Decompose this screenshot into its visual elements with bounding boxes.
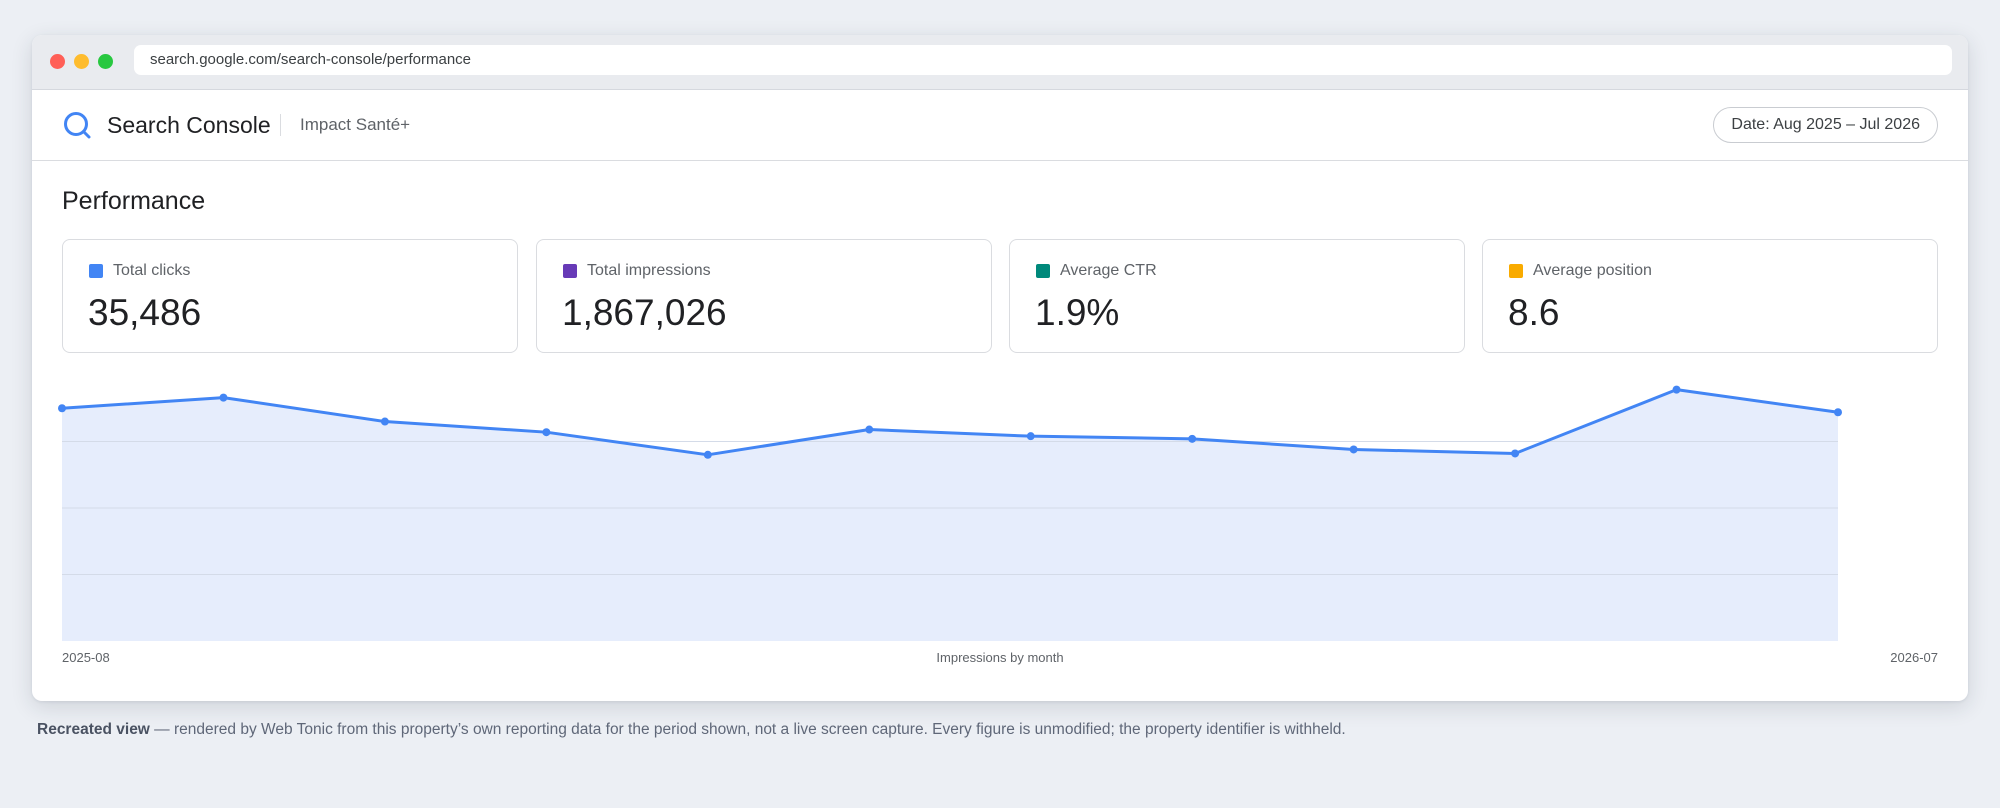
chart-point-2026-02 <box>1026 432 1035 441</box>
app-name: Search Console <box>107 112 271 138</box>
metric-value: 35,486 <box>88 292 202 333</box>
chart-point-2026-06 <box>1672 385 1681 394</box>
date-range-button[interactable]: Date: Aug 2025 – Jul 2026 <box>1713 107 1938 143</box>
search-console-logo-icon <box>64 112 91 139</box>
x-axis-start-label: 2025-08 <box>62 650 110 665</box>
metric-card-total-clicks[interactable]: Total clicks 35,486 <box>62 239 518 353</box>
chart-point-2026-04 <box>1349 445 1358 454</box>
chart-area-fill <box>62 389 1838 641</box>
metric-label: Average position <box>1533 262 1652 279</box>
footer-caption: Recreated view — rendered by Web Tonic f… <box>37 719 1346 741</box>
metric-label: Average CTR <box>1060 262 1157 279</box>
metric-label: Total impressions <box>587 262 711 279</box>
chart-point-2026-07 <box>1834 408 1842 417</box>
metric-value: 1,867,026 <box>562 292 727 333</box>
caption-text: — rendered by Web Tonic from this proper… <box>149 721 1346 738</box>
metric-value: 8.6 <box>1508 292 1560 333</box>
browser-toolbar: search.google.com/search-console/perform… <box>32 35 1968 90</box>
page-title: Performance <box>62 187 206 215</box>
minimize-window-button[interactable] <box>74 54 89 69</box>
metric-card-total-impressions[interactable]: Total impressions 1,867,026 <box>536 239 992 353</box>
metric-value: 1.9% <box>1035 292 1120 333</box>
chart-point-2026-01 <box>865 425 874 434</box>
metric-card-average-position[interactable]: Average position 8.6 <box>1482 239 1938 353</box>
metric-card-average-ctr[interactable]: Average CTR 1.9% <box>1009 239 1465 353</box>
metric-color-swatch <box>1509 264 1523 278</box>
chart-point-2026-03 <box>1188 434 1197 443</box>
browser-window: search.google.com/search-console/perform… <box>32 35 1968 701</box>
header-divider <box>280 114 281 136</box>
chart-point-2025-08 <box>58 404 66 413</box>
chart-point-2025-11 <box>542 428 551 437</box>
chart-point-2025-10 <box>380 417 389 426</box>
metric-color-swatch <box>1036 264 1050 278</box>
app-header: Search Console Impact Santé+ Date: Aug 2… <box>32 90 1968 161</box>
close-window-button[interactable] <box>50 54 65 69</box>
property-selector[interactable]: Impact Santé+ <box>300 115 411 134</box>
impressions-chart <box>58 385 1842 641</box>
address-bar[interactable]: search.google.com/search-console/perform… <box>134 45 1952 75</box>
x-axis-end-label: 2026-07 <box>1890 650 1938 665</box>
chart-title: Impressions by month <box>936 650 1064 665</box>
chart-point-2025-12 <box>703 450 712 459</box>
metric-label: Total clicks <box>113 262 191 279</box>
chart-point-2026-05 <box>1511 449 1520 458</box>
maximize-window-button[interactable] <box>98 54 113 69</box>
caption-lead: Recreated view <box>37 721 150 738</box>
chart-point-2025-09 <box>219 393 228 402</box>
metric-color-swatch <box>89 264 103 278</box>
chart-series-line <box>60 388 1840 457</box>
metric-color-swatch <box>563 264 577 278</box>
